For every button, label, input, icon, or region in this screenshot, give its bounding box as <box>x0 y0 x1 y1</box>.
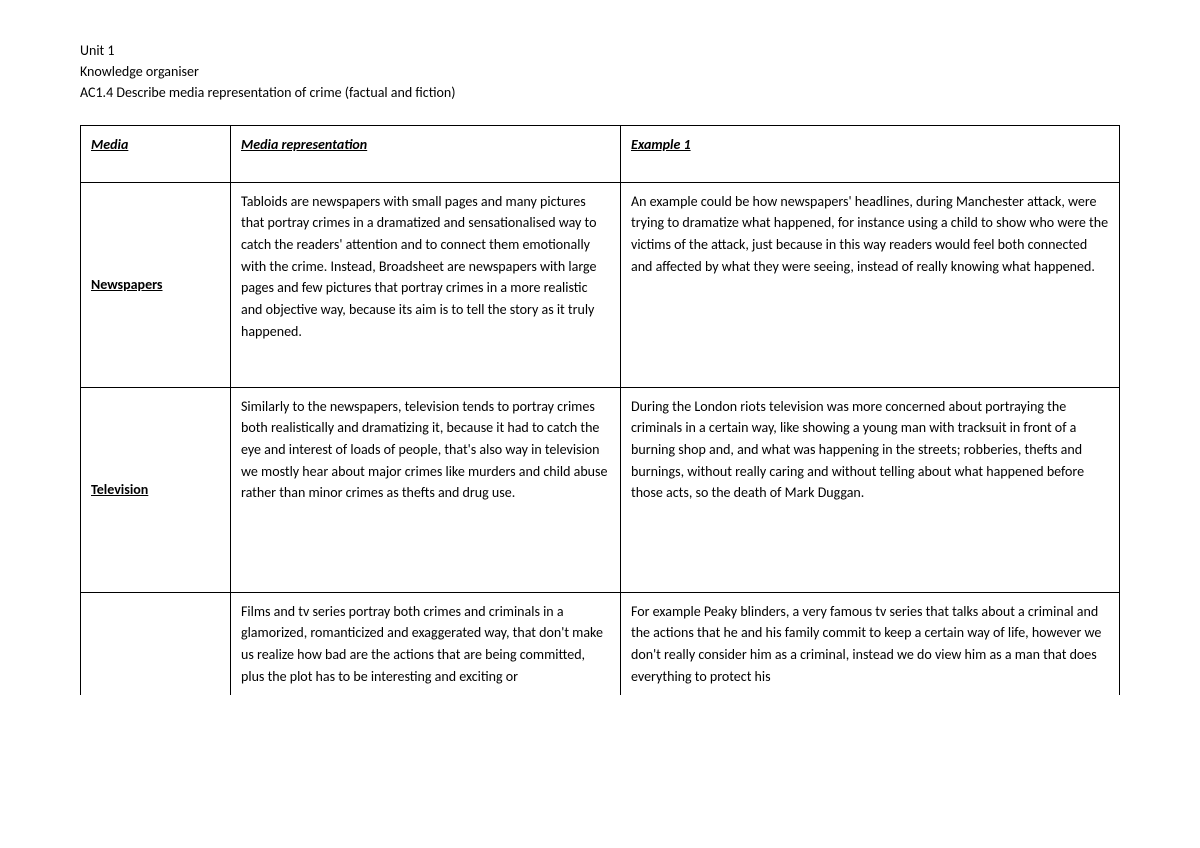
knowledge-organiser-table: Media Media representation Example 1 New… <box>80 125 1120 695</box>
table-header-row: Media Media representation Example 1 <box>81 126 1120 183</box>
table-row: Television Similarly to the newspapers, … <box>81 387 1120 592</box>
cell-representation: Tabloids are newspapers with small pages… <box>231 182 621 387</box>
header-line-unit: Unit 1 <box>80 40 1120 61</box>
column-header-text: Example 1 <box>631 136 691 153</box>
table-row: Films and tv series portray both crimes … <box>81 592 1120 695</box>
document-header: Unit 1 Knowledge organiser AC1.4 Describ… <box>80 40 1120 103</box>
header-line-subtitle: AC1.4 Describe media representation of c… <box>80 82 1120 103</box>
cell-example: An example could be how newspapers' head… <box>621 182 1120 387</box>
column-header-text: Media <box>91 136 128 153</box>
cell-example: For example Peaky blinders, a very famou… <box>621 592 1120 695</box>
cell-representation: Similarly to the newspapers, television … <box>231 387 621 592</box>
column-header-media: Media <box>81 126 231 183</box>
cell-representation: Films and tv series portray both crimes … <box>231 592 621 695</box>
cell-example: During the London riots television was m… <box>621 387 1120 592</box>
cell-media: Newspapers <box>81 182 231 387</box>
header-line-title: Knowledge organiser <box>80 61 1120 82</box>
cell-media: Television <box>81 387 231 592</box>
column-header-example: Example 1 <box>621 126 1120 183</box>
column-header-text: Media representation <box>241 136 367 153</box>
cell-media <box>81 592 231 695</box>
table-row: Newspapers Tabloids are newspapers with … <box>81 182 1120 387</box>
column-header-representation: Media representation <box>231 126 621 183</box>
